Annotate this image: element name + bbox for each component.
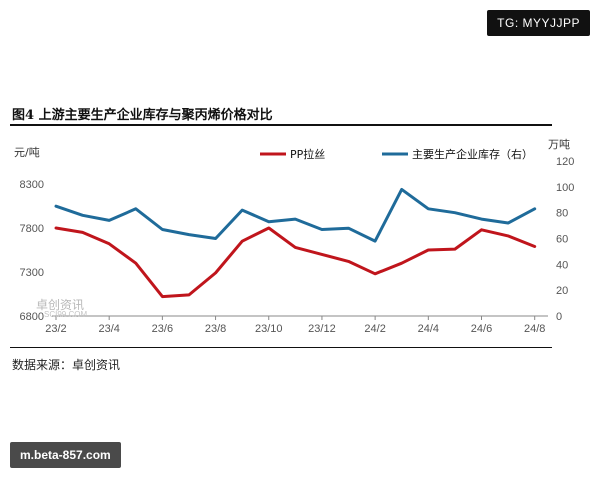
x-axis-tick-label: 23/10 bbox=[255, 323, 283, 335]
legend-label-1: PP拉丝 bbox=[290, 147, 325, 161]
x-axis-tick-label: 24/8 bbox=[524, 323, 545, 335]
x-axis-tick-label: 24/4 bbox=[418, 323, 439, 335]
x-axis-tick-label: 24/6 bbox=[471, 323, 492, 335]
x-axis-tick-label: 23/6 bbox=[152, 323, 173, 335]
chart-title: 图4 上游主要生产企业库存与聚丙烯价格对比 bbox=[12, 108, 273, 123]
x-axis-tick-label: 23/2 bbox=[45, 323, 66, 335]
right-axis-tick-label: 120 bbox=[556, 156, 574, 168]
title-divider bbox=[10, 124, 552, 126]
x-axis-tick-label: 23/4 bbox=[98, 323, 119, 335]
right-axis-tick-label: 40 bbox=[556, 259, 568, 271]
left-axis-tick-label: 8300 bbox=[20, 179, 44, 191]
source-divider bbox=[10, 347, 552, 348]
right-axis-tick-label: 80 bbox=[556, 208, 568, 220]
right-axis-tick-label: 0 bbox=[556, 311, 562, 323]
watermark-logo: 卓创资讯 bbox=[36, 298, 85, 312]
telegram-watermark-badge: TG: MYYJJPP bbox=[487, 10, 590, 36]
right-axis-unit: 万吨 bbox=[548, 138, 570, 151]
series-line-1 bbox=[54, 226, 537, 299]
x-axis-tick-label: 24/2 bbox=[364, 323, 385, 335]
legend-label-2: 主要生产企业库存（右） bbox=[412, 147, 533, 161]
right-axis-tick-label: 100 bbox=[556, 182, 574, 194]
left-axis-tick-label: 6800 bbox=[20, 311, 44, 323]
left-axis-tick-label: 7300 bbox=[20, 267, 44, 279]
right-axis-tick-label: 60 bbox=[556, 234, 568, 246]
left-axis-tick-label: 7800 bbox=[20, 223, 44, 235]
right-axis-tick-label: 20 bbox=[556, 285, 568, 297]
x-axis-tick-label: 23/12 bbox=[308, 323, 336, 335]
watermark-subtext: SCI99.COM bbox=[44, 310, 88, 319]
series-line-2 bbox=[54, 187, 537, 243]
left-axis-unit: 元/吨 bbox=[14, 146, 40, 159]
source-note: 数据来源：卓创资讯 bbox=[12, 358, 121, 372]
x-axis-tick-label: 23/8 bbox=[205, 323, 226, 335]
site-watermark-badge: m.beta-857.com bbox=[10, 442, 121, 468]
